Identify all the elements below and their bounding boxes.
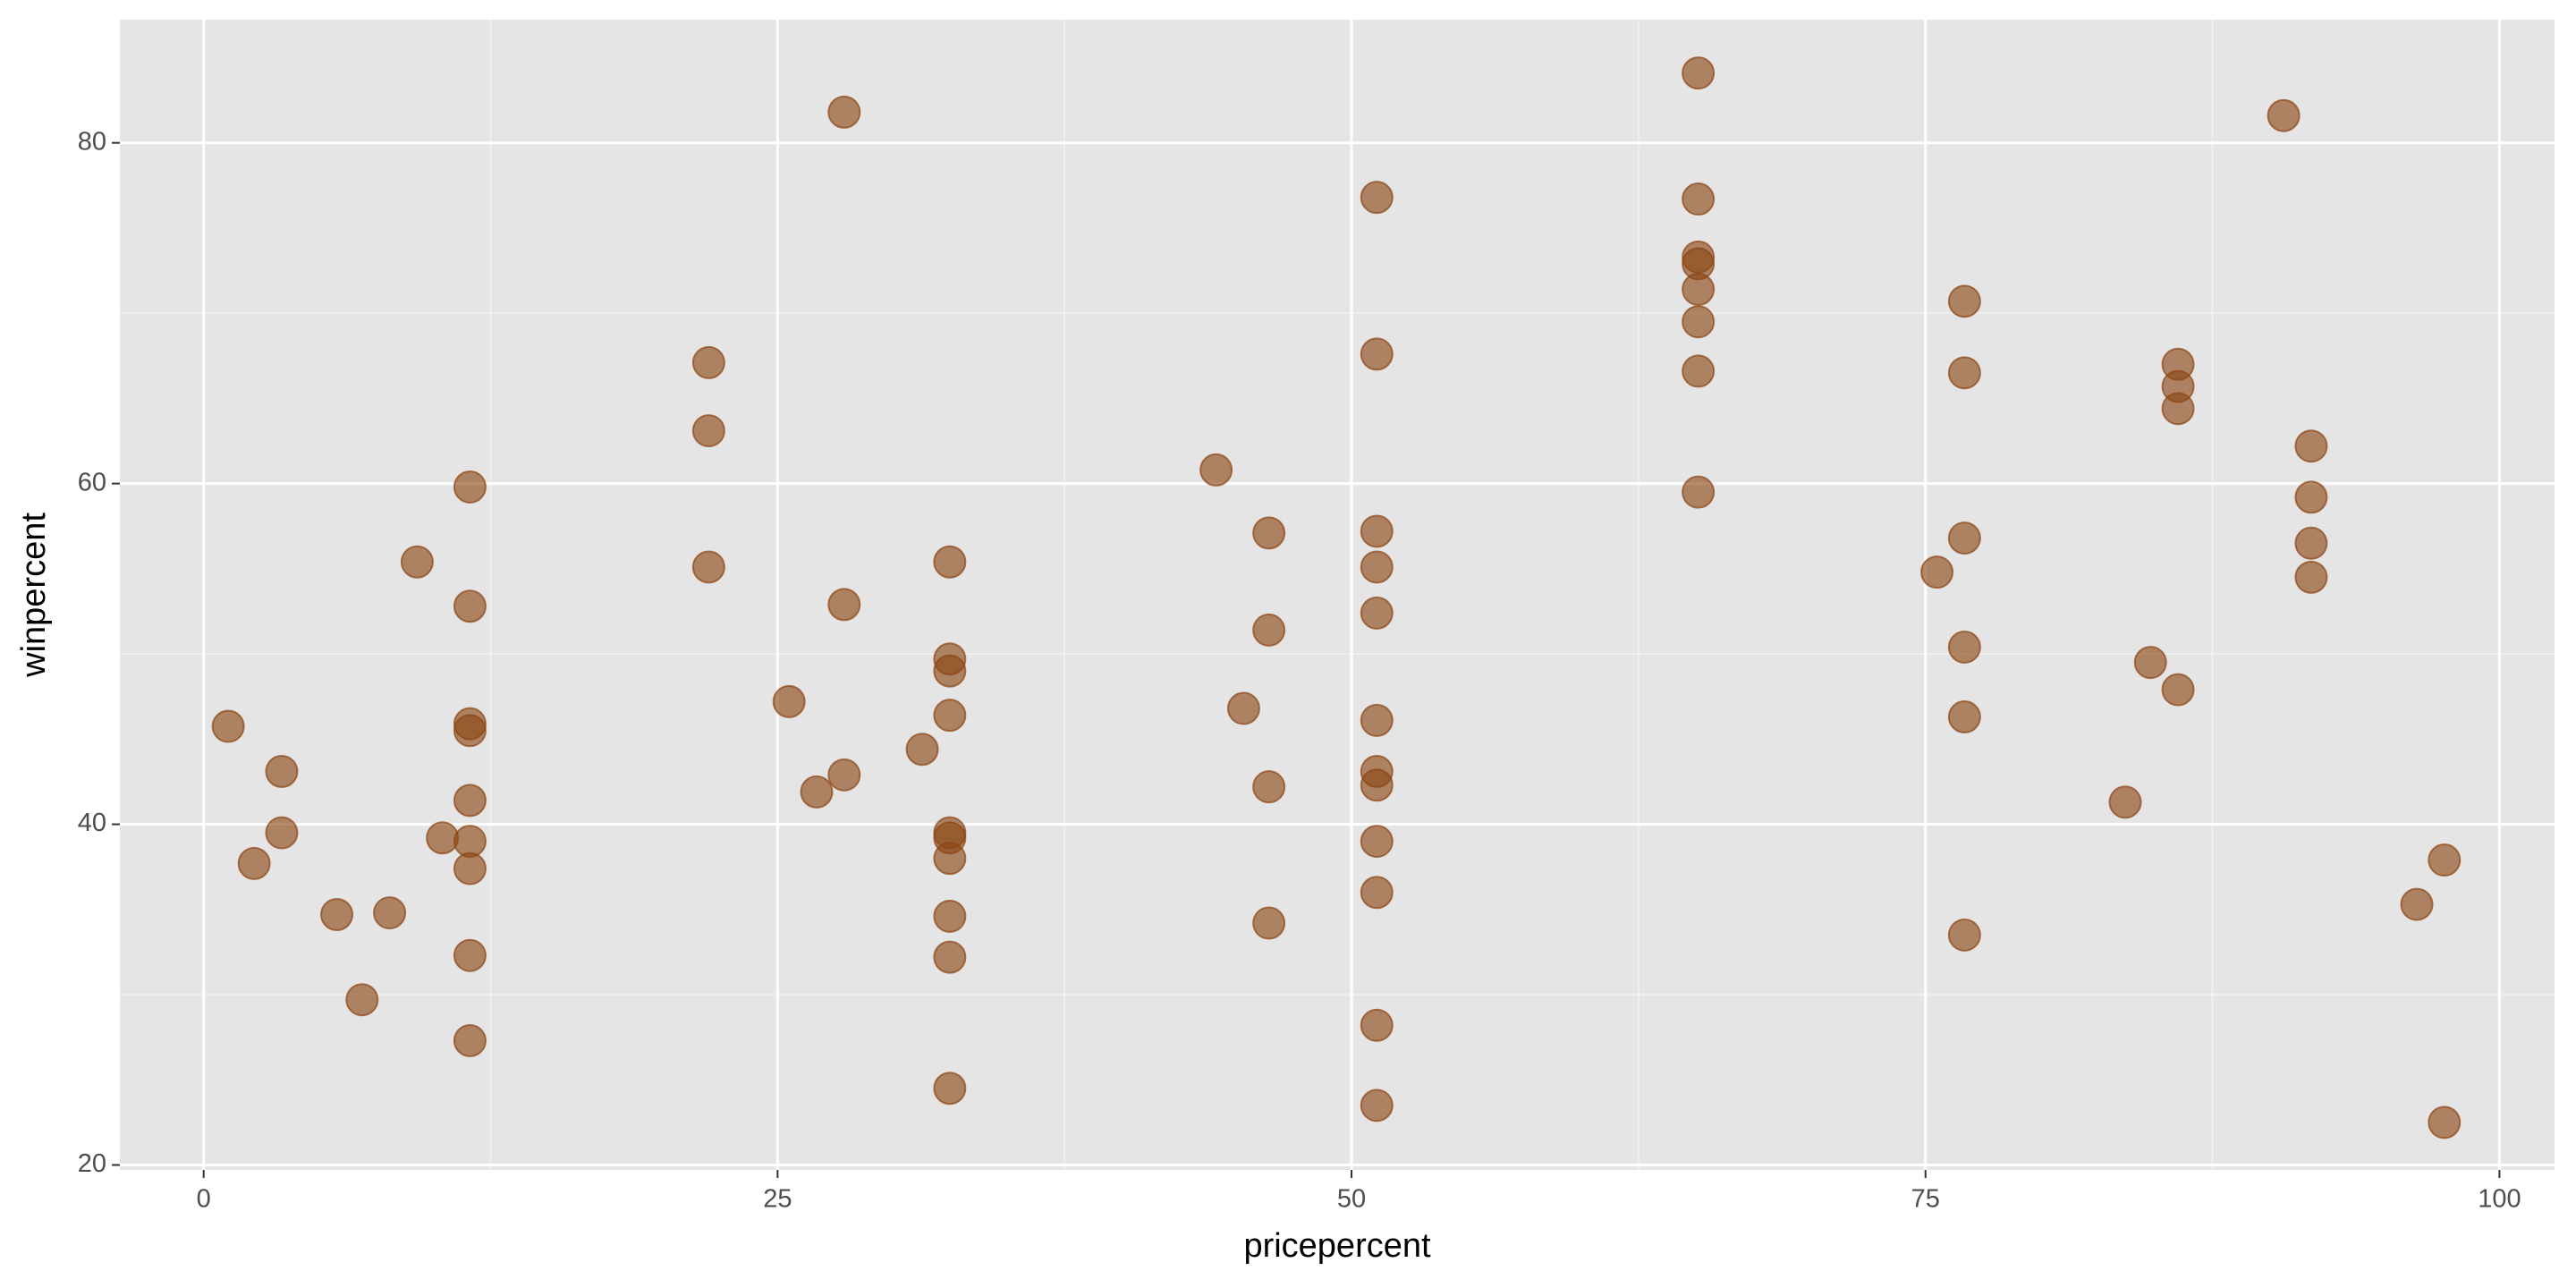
- y-tick-label: 40: [78, 809, 106, 837]
- point: [1947, 521, 1981, 555]
- point: [933, 1072, 967, 1106]
- point: [827, 95, 861, 129]
- point: [1252, 613, 1286, 647]
- point: [933, 842, 967, 876]
- point: [400, 545, 434, 579]
- point: [1360, 337, 1394, 371]
- point: [1252, 770, 1286, 804]
- point: [237, 846, 271, 880]
- point: [1360, 1008, 1394, 1042]
- point: [453, 470, 487, 504]
- point: [1252, 516, 1286, 550]
- point: [426, 821, 460, 855]
- point: [453, 1023, 487, 1057]
- point: [691, 345, 725, 379]
- point: [1360, 825, 1394, 859]
- point: [1360, 181, 1394, 215]
- point: [1360, 514, 1394, 548]
- y-tick-label: 20: [78, 1149, 106, 1178]
- point: [800, 775, 834, 809]
- point: [211, 709, 245, 743]
- point: [2267, 98, 2301, 132]
- point: [373, 896, 407, 930]
- point: [1360, 596, 1394, 630]
- point: [905, 733, 939, 767]
- point: [453, 784, 487, 818]
- point: [691, 550, 725, 584]
- point: [1226, 691, 1260, 725]
- point: [1682, 305, 1716, 339]
- x-tick-label: 75: [1911, 1185, 1940, 1214]
- point: [2294, 560, 2328, 594]
- point: [453, 852, 487, 886]
- x-tick-label: 25: [763, 1185, 792, 1214]
- point: [1682, 273, 1716, 307]
- x-tick-label: 100: [2478, 1185, 2521, 1214]
- point: [933, 899, 967, 933]
- point: [1252, 906, 1286, 940]
- point: [265, 816, 299, 850]
- point: [1360, 1089, 1394, 1123]
- point: [933, 940, 967, 974]
- point: [1360, 703, 1394, 737]
- point: [933, 699, 967, 733]
- point: [1947, 284, 1981, 318]
- x-axis-title: pricepercent: [1243, 1227, 1431, 1265]
- point: [265, 755, 299, 789]
- point: [1199, 453, 1233, 487]
- point: [453, 714, 487, 748]
- y-tick-label: 60: [78, 468, 106, 496]
- point: [2294, 526, 2328, 560]
- x-tick-label: 50: [1337, 1185, 1366, 1214]
- x-tick-label: 0: [197, 1185, 211, 1214]
- point: [2428, 843, 2462, 877]
- point: [2294, 480, 2328, 514]
- point: [320, 897, 354, 931]
- point: [1947, 356, 1981, 390]
- point: [1682, 475, 1716, 509]
- point: [1947, 630, 1981, 664]
- point: [2428, 1106, 2462, 1140]
- point: [345, 983, 379, 1017]
- point: [453, 938, 487, 972]
- point: [2161, 673, 2195, 707]
- point: [933, 654, 967, 688]
- point: [1682, 182, 1716, 216]
- point: [453, 589, 487, 623]
- point: [1947, 918, 1981, 952]
- panel: [120, 20, 2555, 1170]
- point: [691, 414, 725, 448]
- point: [827, 758, 861, 792]
- point: [1682, 354, 1716, 388]
- point: [2133, 646, 2167, 680]
- point: [1360, 876, 1394, 910]
- y-tick-label: 80: [78, 127, 106, 156]
- point: [1920, 555, 1954, 589]
- point: [2294, 429, 2328, 463]
- point: [2161, 392, 2195, 426]
- y-axis-title: winpercent: [15, 513, 53, 678]
- point: [1682, 56, 1716, 90]
- point: [2400, 887, 2434, 921]
- point: [1360, 550, 1394, 584]
- point: [1360, 768, 1394, 802]
- point: [827, 588, 861, 622]
- point: [772, 684, 806, 718]
- point: [2108, 785, 2142, 819]
- point: [1947, 700, 1981, 734]
- point: [933, 545, 967, 579]
